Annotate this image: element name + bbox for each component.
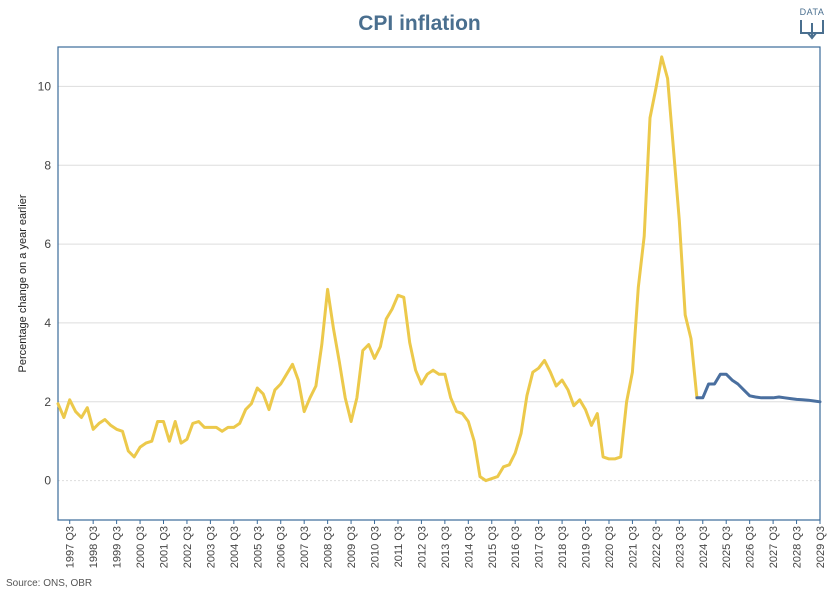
plot-frame <box>57 46 821 521</box>
x-tick-label: 1997 Q3 <box>65 526 77 568</box>
series-line-forecast <box>695 372 822 404</box>
y-tick-label: 10 <box>38 79 52 93</box>
x-tick-label: 2007 Q3 <box>299 526 311 568</box>
x-tick-label: 2017 Q3 <box>534 526 546 568</box>
x-tick-label: 2027 Q3 <box>768 526 780 568</box>
x-tick-label: 2024 Q3 <box>698 526 710 568</box>
x-tick-label: 2023 Q3 <box>674 526 686 568</box>
x-tick-label: 1999 Q3 <box>112 526 124 568</box>
x-tick-label: 2022 Q3 <box>651 526 663 568</box>
x-tick-label: 2021 Q3 <box>627 526 639 568</box>
x-tick-label: 2003 Q3 <box>205 526 217 568</box>
y-tick-label: 0 <box>44 474 51 488</box>
series-line-outturn <box>56 55 699 483</box>
x-tick-label: 2013 Q3 <box>440 526 452 568</box>
x-tick-label: 2000 Q3 <box>135 526 147 568</box>
x-tick-label: 2008 Q3 <box>323 526 335 568</box>
x-tick-label: 2020 Q3 <box>604 526 616 568</box>
data-download-button[interactable]: DATA <box>795 7 829 41</box>
data-button-label: DATA <box>799 7 825 17</box>
x-tick-label: 1998 Q3 <box>88 526 100 568</box>
x-tick-label: 2011 Q3 <box>393 526 405 567</box>
x-tick-label: 2012 Q3 <box>416 526 428 568</box>
y-axis-label: Percentage change on a year earlier <box>17 194 29 372</box>
x-tick-label: 2014 Q3 <box>463 526 475 568</box>
download-icon <box>800 20 824 40</box>
x-tick-label: 2005 Q3 <box>252 526 264 568</box>
x-tick-label: 2019 Q3 <box>581 526 593 568</box>
y-tick-label: 6 <box>44 237 51 251</box>
x-tick-label: 2010 Q3 <box>370 526 382 568</box>
x-tick-label: 2001 Q3 <box>159 526 171 568</box>
x-tick-label: 2029 Q3 <box>815 526 827 568</box>
x-tick-label: 2015 Q3 <box>487 526 499 568</box>
chart-title: CPI inflation <box>358 12 481 35</box>
y-tick-label: 4 <box>44 316 51 330</box>
x-tick-label: 2028 Q3 <box>792 526 804 568</box>
y-tick-label: 2 <box>44 395 51 409</box>
y-tick-label: 8 <box>44 158 51 172</box>
x-tick-label: 2006 Q3 <box>276 526 288 568</box>
source-note: Source: ONS, OBR <box>6 578 93 589</box>
x-tick-label: 2002 Q3 <box>182 526 194 568</box>
x-tick-label: 2018 Q3 <box>557 526 569 568</box>
x-tick-label: 2016 Q3 <box>510 526 522 568</box>
x-tick-label: 2009 Q3 <box>346 526 358 568</box>
x-tick-label: 2026 Q3 <box>745 526 757 568</box>
x-tick-label: 2004 Q3 <box>229 526 241 568</box>
x-tick-label: 2025 Q3 <box>721 526 733 568</box>
